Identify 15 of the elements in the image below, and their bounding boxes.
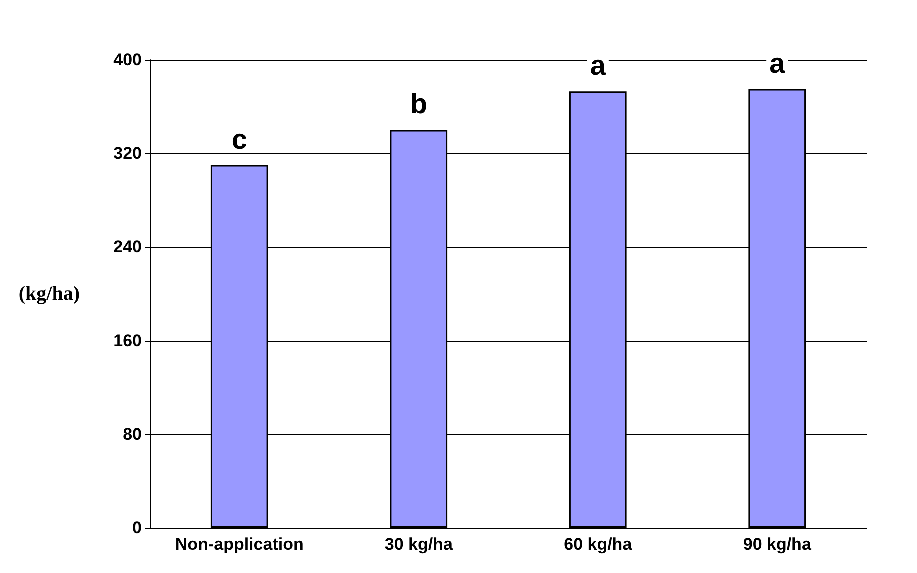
x-tick-label: 30 kg/ha [384, 535, 454, 554]
x-tick-label: 60 kg/ha [564, 535, 633, 554]
y-tick-label: 400 [114, 50, 142, 70]
annotation: a [590, 50, 606, 82]
annotation: b [410, 88, 428, 120]
y-tick-label: 320 [114, 144, 142, 164]
annotation: a [770, 48, 786, 79]
y-axis-title: (kg/ha) [18, 283, 80, 305]
y-tick-label: 80 [123, 424, 142, 444]
x-tick-label: Non-application [175, 535, 304, 554]
y-tick-label: 160 [114, 331, 142, 350]
y-tick-label: 240 [114, 238, 142, 257]
y-tick-label: 0 [132, 518, 142, 538]
x-tick-label: 90 kg/ha [743, 535, 812, 554]
annotation: c [232, 124, 248, 155]
